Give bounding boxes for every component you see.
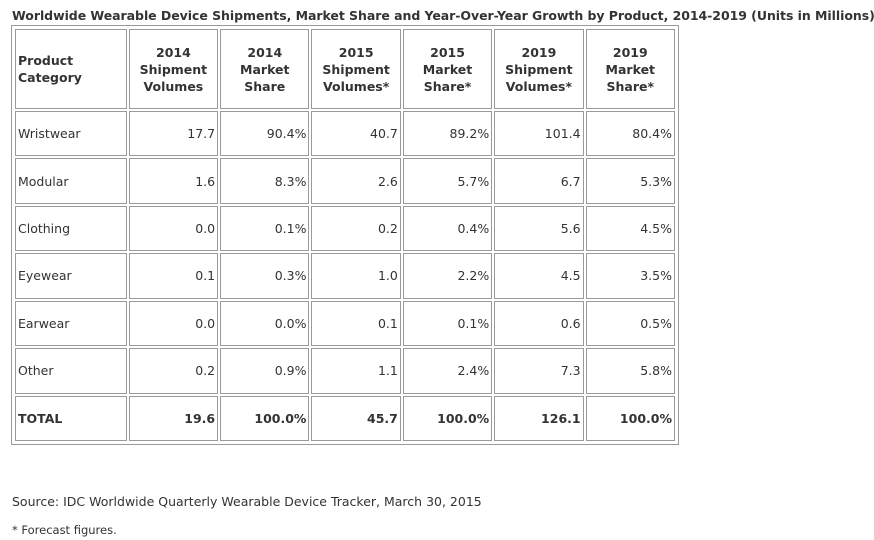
- total-value-cell: 126.1: [494, 395, 584, 441]
- column-header-2019-shipment-volumes: 2019 Shipment Volumes*: [494, 29, 584, 109]
- value-cell: 8.3%: [220, 158, 310, 204]
- forecast-footnote: * Forecast figures.: [12, 523, 117, 537]
- table-title: Worldwide Wearable Device Shipments, Mar…: [12, 8, 874, 23]
- value-cell: 0.5%: [585, 300, 675, 347]
- table-row: Eyewear 0.1 0.3% 1.0 2.2% 4.5 3.5%: [15, 253, 675, 299]
- column-header-2019-market-share: 2019 Market Share*: [585, 29, 675, 109]
- value-cell: 0.0: [128, 300, 219, 347]
- value-cell: 0.1: [311, 300, 401, 347]
- category-cell: Clothing: [15, 205, 127, 252]
- table-row: Other 0.2 0.9% 1.1 2.4% 7.3 5.8%: [15, 348, 675, 394]
- table-header-row: Product Category 2014 Shipment Volumes 2…: [15, 29, 675, 109]
- total-value-cell: 100.0%: [220, 395, 310, 441]
- value-cell: 3.5%: [585, 253, 675, 299]
- value-cell: 2.2%: [402, 253, 493, 299]
- column-header-2014-market-share: 2014 Market Share: [220, 29, 310, 109]
- category-cell: Other: [15, 348, 127, 394]
- value-cell: 5.7%: [402, 158, 493, 204]
- column-header-2014-shipment-volumes: 2014 Shipment Volumes: [128, 29, 219, 109]
- table-row: Wristwear 17.7 90.4% 40.7 89.2% 101.4 80…: [15, 111, 675, 157]
- value-cell: 0.4%: [402, 205, 493, 252]
- category-cell: Wristwear: [15, 111, 127, 157]
- category-cell: Modular: [15, 158, 127, 204]
- value-cell: 0.1: [128, 253, 219, 299]
- total-value-cell: 100.0%: [402, 395, 493, 441]
- value-cell: 6.7: [494, 158, 584, 204]
- value-cell: 0.1%: [402, 300, 493, 347]
- value-cell: 0.2: [128, 348, 219, 394]
- value-cell: 5.6: [494, 205, 584, 252]
- value-cell: 0.0%: [220, 300, 310, 347]
- value-cell: 4.5%: [585, 205, 675, 252]
- value-cell: 90.4%: [220, 111, 310, 157]
- total-value-cell: 19.6: [128, 395, 219, 441]
- total-value-cell: 45.7: [311, 395, 401, 441]
- value-cell: 0.9%: [220, 348, 310, 394]
- category-cell: Eyewear: [15, 253, 127, 299]
- value-cell: 1.6: [128, 158, 219, 204]
- data-table-frame: Product Category 2014 Shipment Volumes 2…: [11, 25, 679, 445]
- value-cell: 4.5: [494, 253, 584, 299]
- total-value-cell: 100.0%: [585, 395, 675, 441]
- wearable-shipments-table: Product Category 2014 Shipment Volumes 2…: [13, 27, 677, 443]
- table-row: Modular 1.6 8.3% 2.6 5.7% 6.7 5.3%: [15, 158, 675, 204]
- table-row: Clothing 0.0 0.1% 0.2 0.4% 5.6 4.5%: [15, 205, 675, 252]
- value-cell: 2.6: [311, 158, 401, 204]
- value-cell: 5.3%: [585, 158, 675, 204]
- value-cell: 0.2: [311, 205, 401, 252]
- value-cell: 1.0: [311, 253, 401, 299]
- table-total-row: TOTAL 19.6 100.0% 45.7 100.0% 126.1 100.…: [15, 395, 675, 441]
- value-cell: 1.1: [311, 348, 401, 394]
- value-cell: 7.3: [494, 348, 584, 394]
- value-cell: 101.4: [494, 111, 584, 157]
- column-header-2015-shipment-volumes: 2015 Shipment Volumes*: [311, 29, 401, 109]
- table-row: Earwear 0.0 0.0% 0.1 0.1% 0.6 0.5%: [15, 300, 675, 347]
- value-cell: 80.4%: [585, 111, 675, 157]
- value-cell: 0.3%: [220, 253, 310, 299]
- value-cell: 2.4%: [402, 348, 493, 394]
- category-cell: Earwear: [15, 300, 127, 347]
- column-header-2015-market-share: 2015 Market Share*: [402, 29, 493, 109]
- column-header-product-category: Product Category: [15, 29, 127, 109]
- value-cell: 0.6: [494, 300, 584, 347]
- source-note: Source: IDC Worldwide Quarterly Wearable…: [12, 494, 482, 509]
- value-cell: 0.1%: [220, 205, 310, 252]
- value-cell: 89.2%: [402, 111, 493, 157]
- value-cell: 17.7: [128, 111, 219, 157]
- total-label-cell: TOTAL: [15, 395, 127, 441]
- value-cell: 40.7: [311, 111, 401, 157]
- value-cell: 0.0: [128, 205, 219, 252]
- value-cell: 5.8%: [585, 348, 675, 394]
